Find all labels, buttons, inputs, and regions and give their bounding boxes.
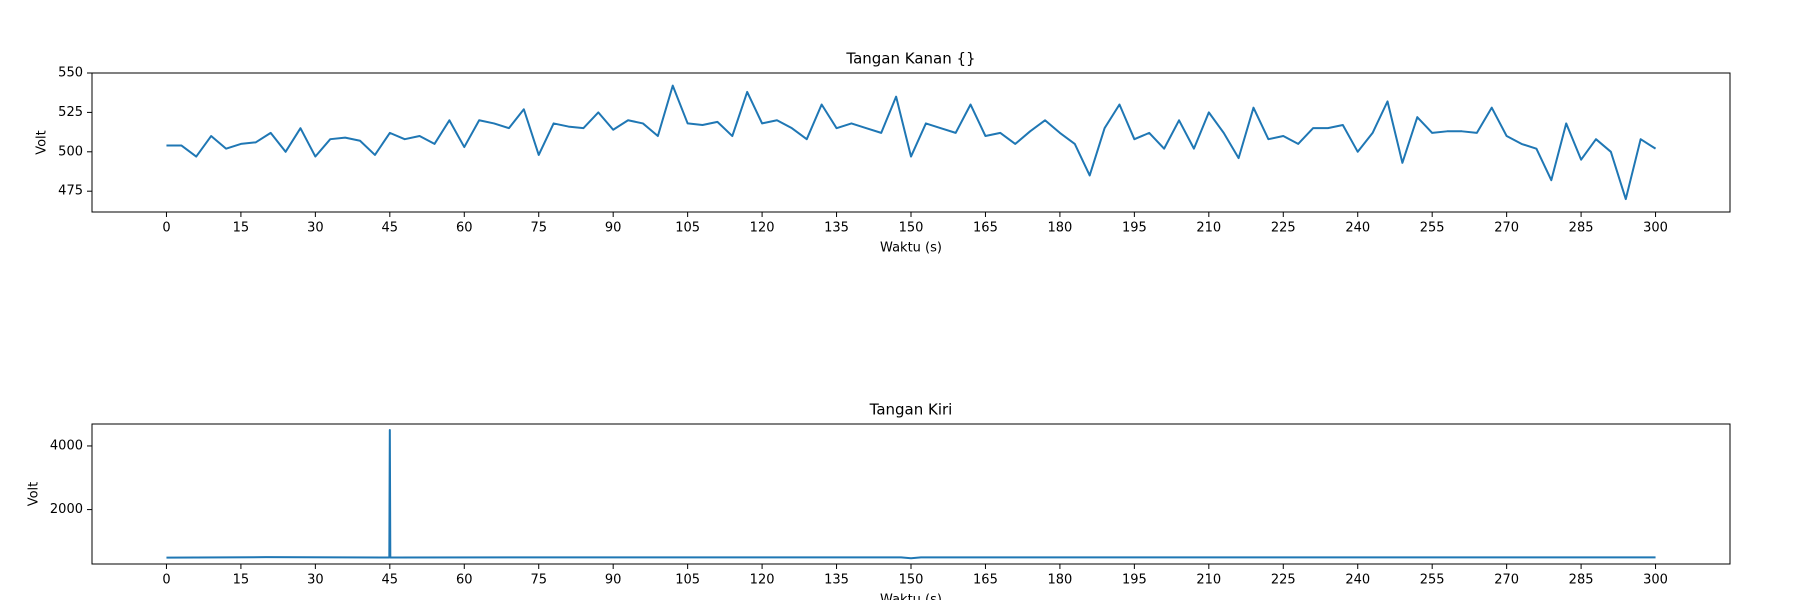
y-tick-label: 500 [58,144,83,159]
y-tick-label: 550 [58,66,83,81]
x-tick-label: 90 [605,573,622,588]
axes-frame [91,72,1731,213]
chart-title: Tangan Kiri [869,401,953,419]
x-tick-label: 285 [1569,573,1594,588]
x-tick-label: 165 [973,573,998,588]
x-tick-label: 150 [899,573,924,588]
x-tick-label: 15 [233,221,250,236]
x-tick-label: 0 [162,221,170,236]
x-tick-label: 300 [1643,221,1668,236]
x-tick-label: 45 [382,221,399,236]
x-tick-label: 225 [1271,573,1296,588]
x-tick-label: 255 [1420,573,1445,588]
x-tick-label: 30 [307,221,324,236]
x-tick-label: 285 [1569,221,1594,236]
x-tick-label: 210 [1196,221,1221,236]
x-tick-label: 60 [456,573,473,588]
x-axis-label: Waktu (s) [880,241,942,256]
x-tick-label: 135 [824,573,849,588]
y-tick-label: 525 [58,105,83,120]
x-tick-label: 120 [750,573,775,588]
x-tick-label: 90 [605,221,622,236]
x-tick-label: 135 [824,221,849,236]
x-axis-label: Waktu (s) [880,593,942,600]
y-tick-label: 475 [58,184,83,199]
x-tick-label: 195 [1122,221,1147,236]
x-tick-label: 15 [233,573,250,588]
x-tick-label: 75 [530,221,547,236]
chart-title: Tangan Kanan {} [845,50,975,68]
x-tick-label: 225 [1271,221,1296,236]
data-line [166,84,1657,201]
x-tick-label: 0 [162,573,170,588]
x-tick-label: 255 [1420,221,1445,236]
x-tick-label: 240 [1345,221,1370,236]
x-tick-label: 45 [382,573,399,588]
x-tick-label: 30 [307,573,324,588]
x-tick-label: 195 [1122,573,1147,588]
x-tick-label: 150 [899,221,924,236]
y-axis-label: Volt [35,130,50,155]
x-tick-label: 180 [1047,221,1072,236]
y-tick-label: 4000 [50,438,83,453]
y-axis-label: Volt [27,482,42,507]
x-tick-label: 105 [675,221,700,236]
x-tick-label: 165 [973,221,998,236]
x-tick-label: 270 [1494,573,1519,588]
data-line [166,429,1656,560]
x-tick-label: 210 [1196,573,1221,588]
x-tick-label: 270 [1494,221,1519,236]
y-tick-label: 2000 [50,502,83,517]
x-tick-label: 75 [530,573,547,588]
x-tick-label: 300 [1643,573,1668,588]
x-tick-label: 120 [750,221,775,236]
x-tick-label: 180 [1047,573,1072,588]
x-tick-label: 105 [675,573,700,588]
x-tick-label: 240 [1345,573,1370,588]
x-tick-label: 60 [456,221,473,236]
axes-frame [91,423,1731,565]
